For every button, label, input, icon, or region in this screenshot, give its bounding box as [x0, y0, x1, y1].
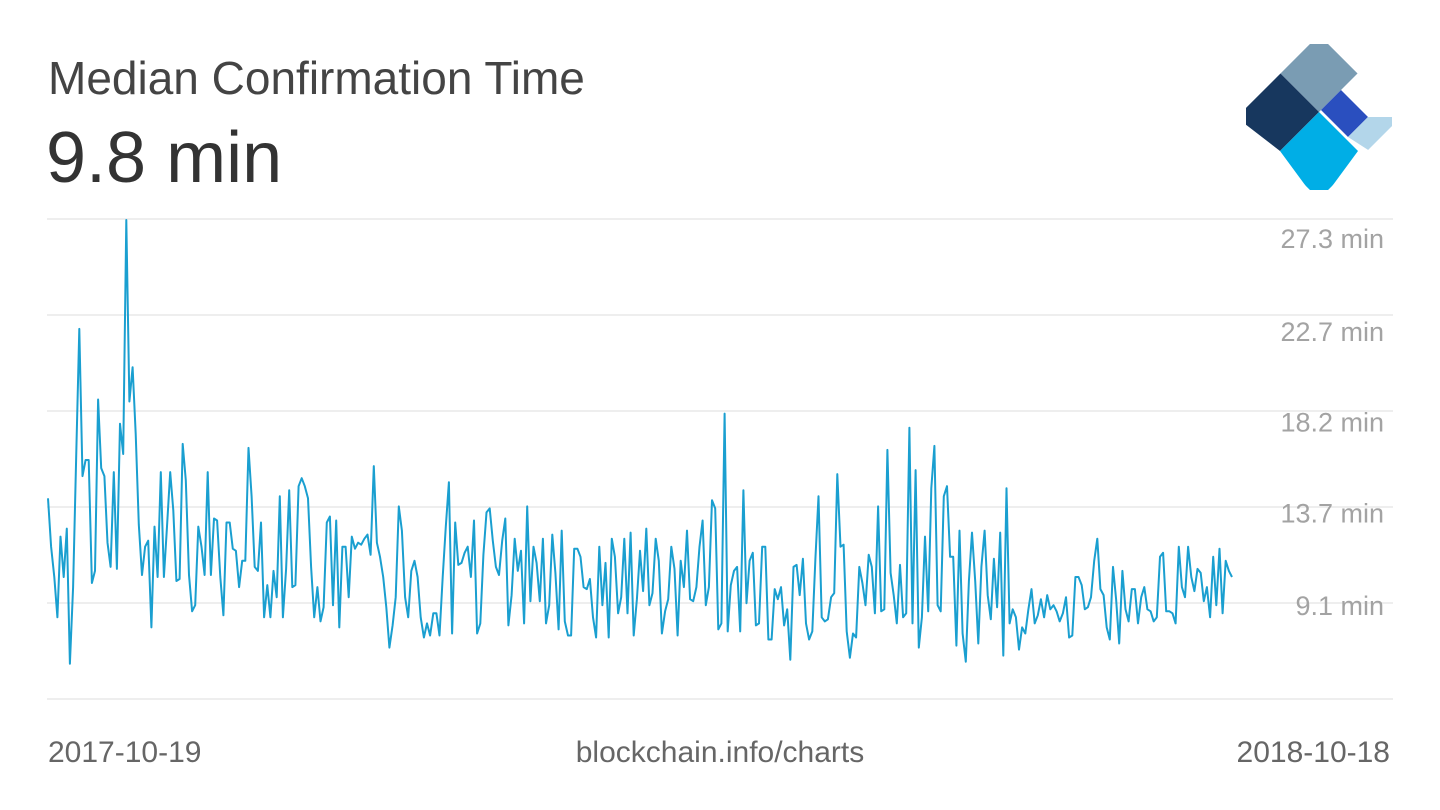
source-label: blockchain.info/charts — [575, 736, 865, 769]
start-date-label: 2017-10-19 — [48, 736, 202, 769]
headline-value: 9.8 min — [46, 118, 283, 198]
end-date-label: 2018-10-18 — [1236, 736, 1390, 769]
blockchain-diamond-logo-icon — [1246, 44, 1392, 190]
logo-right-tile — [1321, 90, 1368, 137]
y-tick-label: 22.7 min — [1280, 317, 1384, 347]
y-tick-label: 13.7 min — [1280, 498, 1384, 528]
logo-bottom-tile — [1280, 112, 1358, 190]
logo-left-tile — [1246, 73, 1319, 151]
series-line — [47, 219, 1233, 665]
chart-title: Median Confirmation Time — [48, 52, 585, 104]
y-tick-label: 9.1 min — [1295, 591, 1384, 621]
y-axis-tick-labels: 9.1 min 13.7 min 18.2 min 22.7 min 27.3 min — [1280, 224, 1384, 621]
y-tick-label: 27.3 min — [1280, 224, 1384, 254]
logo-far-right-tile — [1348, 117, 1392, 155]
y-tick-label: 18.2 min — [1280, 408, 1384, 438]
